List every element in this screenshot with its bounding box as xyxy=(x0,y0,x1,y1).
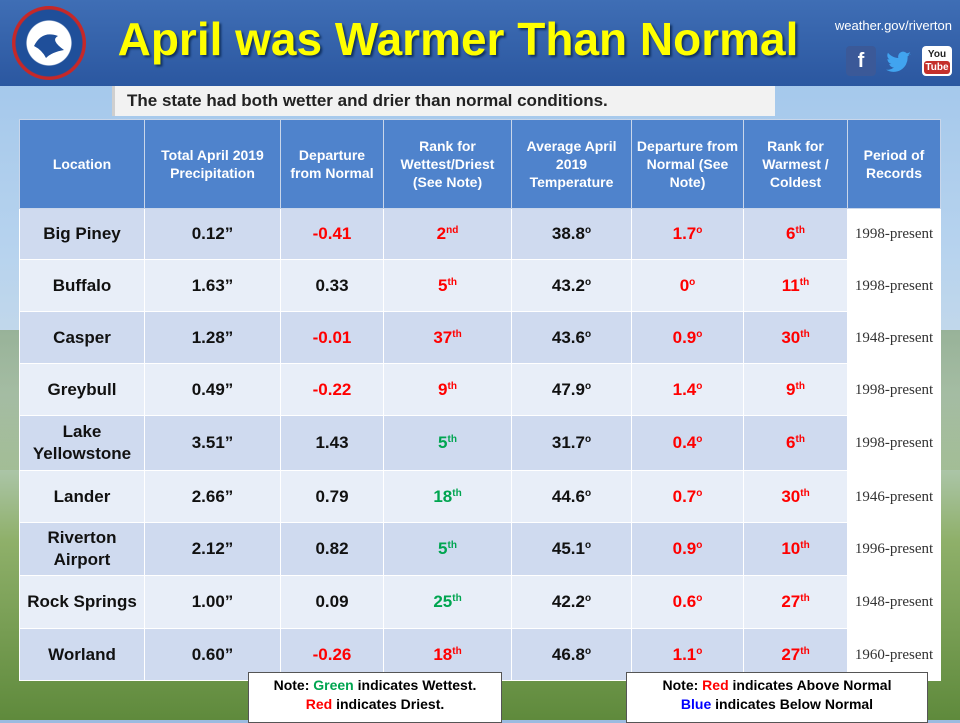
column-header: Period of Records xyxy=(847,119,941,209)
subtitle-text: The state had both wetter and drier than… xyxy=(127,91,608,110)
location-cell: Riverton Airport xyxy=(19,522,145,576)
temp-rank-cell: 11th xyxy=(743,259,848,312)
period-cell: 1996-present xyxy=(847,522,941,576)
precip-departure-cell: 0.33 xyxy=(280,259,384,312)
precip-rank-cell: 5th xyxy=(383,415,512,471)
location-cell: Greybull xyxy=(19,363,145,416)
table-row: Lake Yellowstone 3.51” 1.43 5th 31.7o 0.4o 6th… xyxy=(19,415,941,471)
temp-rank-cell: 6th xyxy=(743,415,848,471)
period-cell: 1998-present xyxy=(847,208,941,260)
column-header: Rank for Wettest/Driest (See Note) xyxy=(383,119,512,209)
site-link[interactable]: weather.gov/riverton xyxy=(834,18,952,33)
table-row: Casper 1.28” -0.01 37th 43.6o 0.9o 30th 1948-pr… xyxy=(19,311,941,364)
temp-departure-cell: 0.9o xyxy=(631,522,744,576)
youtube-icon[interactable]: You Tube xyxy=(922,46,952,76)
temp-cell: 38.8o xyxy=(511,208,632,260)
period-cell: 1998-present xyxy=(847,363,941,416)
precip-departure-cell: -0.01 xyxy=(280,311,384,364)
table-row: Riverton Airport 2.12” 0.82 5th 45.1o 0.9o 10t… xyxy=(19,522,941,576)
temp-departure-cell: 0.9o xyxy=(631,311,744,364)
precip-departure-cell: 0.79 xyxy=(280,470,384,523)
precip-cell: 2.12” xyxy=(144,522,281,576)
temp-departure-cell: 0.7o xyxy=(631,470,744,523)
precip-cell: 1.63” xyxy=(144,259,281,312)
climate-table: Location Total April 2019 Precipitation De… xyxy=(19,119,941,681)
location-cell: Big Piney xyxy=(19,208,145,260)
location-cell: Lake Yellowstone xyxy=(19,415,145,471)
precip-rank-cell: 9th xyxy=(383,363,512,416)
precip-cell: 0.12” xyxy=(144,208,281,260)
facebook-icon[interactable]: f xyxy=(846,46,876,76)
location-cell: Buffalo xyxy=(19,259,145,312)
period-cell: 1948-present xyxy=(847,311,941,364)
precip-cell: 0.49” xyxy=(144,363,281,416)
temp-cell: 46.8o xyxy=(511,628,632,681)
temp-departure-cell: 0.4o xyxy=(631,415,744,471)
column-header: Total April 2019 Precipitation xyxy=(144,119,281,209)
precip-departure-cell: 0.82 xyxy=(280,522,384,576)
temp-departure-cell: 0o xyxy=(631,259,744,312)
temp-departure-cell: 0.6o xyxy=(631,575,744,629)
page-title: April was Warmer Than Normal xyxy=(117,13,799,65)
precip-departure-cell: 1.43 xyxy=(280,415,384,471)
temp-rank-cell: 9th xyxy=(743,363,848,416)
twitter-icon[interactable] xyxy=(884,46,914,76)
period-cell: 1998-present xyxy=(847,415,941,471)
period-cell: 1946-present xyxy=(847,470,941,523)
table-row: Worland 0.60” -0.26 18th 46.8o 1.1o 27th 1960-p… xyxy=(19,628,941,681)
precip-rank-cell: 5th xyxy=(383,522,512,576)
table-header-row: Location Total April 2019 Precipitation De… xyxy=(19,119,941,209)
location-cell: Casper xyxy=(19,311,145,364)
precip-rank-cell: 37th xyxy=(383,311,512,364)
note-above-below-normal: Note: Red indicates Above Normal Blue in… xyxy=(626,672,928,723)
precip-cell: 3.51” xyxy=(144,415,281,471)
precip-cell: 1.28” xyxy=(144,311,281,364)
precip-rank-cell: 18th xyxy=(383,470,512,523)
precip-rank-cell: 5th xyxy=(383,259,512,312)
table-row: Rock Springs 1.00” 0.09 25th 42.2o 0.6o 27th 19… xyxy=(19,575,941,629)
temp-departure-cell: 1.7o xyxy=(631,208,744,260)
precip-cell: 1.00” xyxy=(144,575,281,629)
column-header: Departure from Normal (See Note) xyxy=(631,119,744,209)
precip-departure-cell: -0.41 xyxy=(280,208,384,260)
period-cell: 1960-present xyxy=(847,628,941,681)
temp-rank-cell: 6th xyxy=(743,208,848,260)
precip-cell: 0.60” xyxy=(144,628,281,681)
temp-rank-cell: 30th xyxy=(743,470,848,523)
location-cell: Rock Springs xyxy=(19,575,145,629)
temp-cell: 43.2o xyxy=(511,259,632,312)
temp-cell: 43.6o xyxy=(511,311,632,364)
temp-rank-cell: 10th xyxy=(743,522,848,576)
temp-departure-cell: 1.4o xyxy=(631,363,744,416)
column-header: Average April 2019 Temperature xyxy=(511,119,632,209)
nws-logo xyxy=(12,6,86,80)
precip-rank-cell: 25th xyxy=(383,575,512,629)
temp-cell: 45.1o xyxy=(511,522,632,576)
table-body: Big Piney 0.12” -0.41 2nd 38.8o 1.7o 6th 1998-p… xyxy=(19,208,941,681)
period-cell: 1998-present xyxy=(847,259,941,312)
precip-departure-cell: -0.22 xyxy=(280,363,384,416)
period-cell: 1948-present xyxy=(847,575,941,629)
subtitle-bar: The state had both wetter and drier than… xyxy=(112,86,775,116)
location-cell: Lander xyxy=(19,470,145,523)
table-row: Buffalo 1.63” 0.33 5th 43.2o 0o 11th 1998-prese… xyxy=(19,259,941,312)
precip-cell: 2.66” xyxy=(144,470,281,523)
column-header: Location xyxy=(19,119,145,209)
column-header: Departure from Normal xyxy=(280,119,384,209)
temp-cell: 42.2o xyxy=(511,575,632,629)
table-row: Big Piney 0.12” -0.41 2nd 38.8o 1.7o 6th 1998-p… xyxy=(19,208,941,260)
header-bar: April was Warmer Than Normal weather.gov… xyxy=(0,0,960,86)
column-header: Rank for Warmest / Coldest xyxy=(743,119,848,209)
table-row: Lander 2.66” 0.79 18th 44.6o 0.7o 30th 1946-pre… xyxy=(19,470,941,523)
temp-cell: 44.6o xyxy=(511,470,632,523)
temp-cell: 47.9o xyxy=(511,363,632,416)
temp-rank-cell: 27th xyxy=(743,575,848,629)
precip-departure-cell: 0.09 xyxy=(280,575,384,629)
precip-rank-cell: 2nd xyxy=(383,208,512,260)
note-wettest-driest: Note: Green indicates Wettest. Red indic… xyxy=(248,672,502,723)
temp-cell: 31.7o xyxy=(511,415,632,471)
location-cell: Worland xyxy=(19,628,145,681)
temp-rank-cell: 30th xyxy=(743,311,848,364)
table-row: Greybull 0.49” -0.22 9th 47.9o 1.4o 9th 1998-pr… xyxy=(19,363,941,416)
